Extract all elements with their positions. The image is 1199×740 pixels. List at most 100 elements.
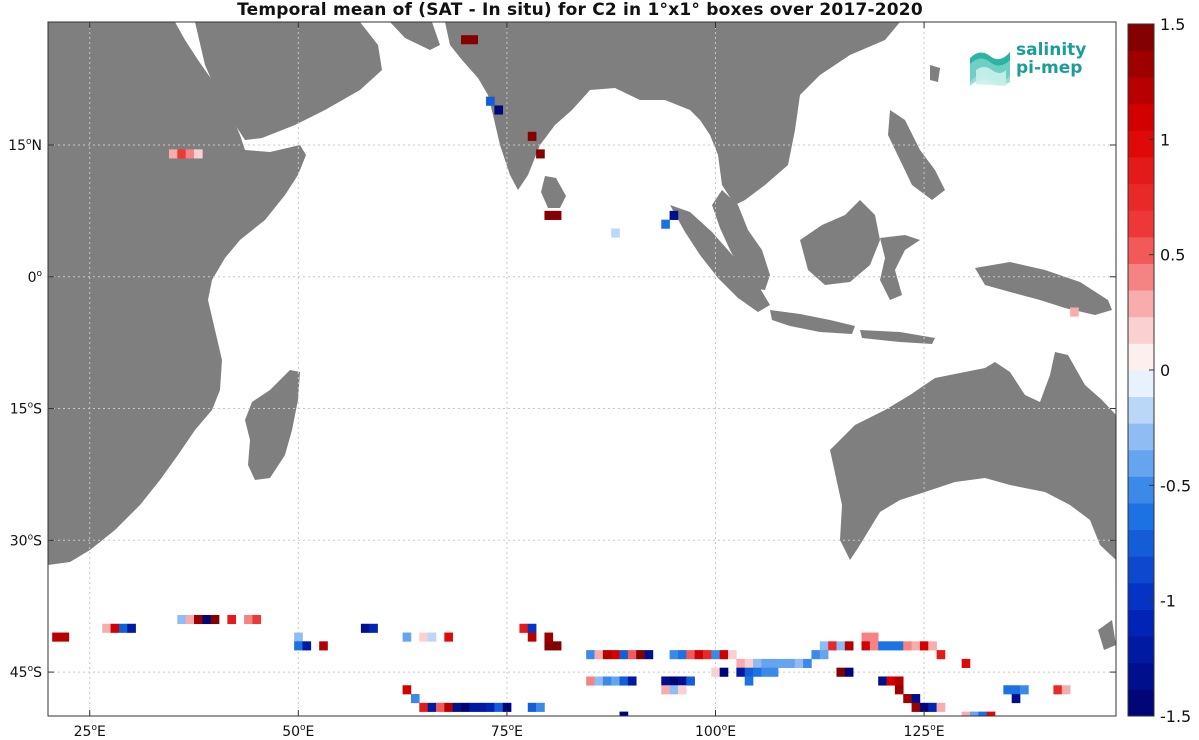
lon-tick-label: 50oE	[282, 723, 314, 740]
data-cell	[894, 676, 904, 686]
data-cell	[753, 658, 762, 668]
data-cell	[486, 96, 495, 106]
data-cell	[402, 685, 412, 695]
data-cell	[761, 658, 771, 668]
data-cell	[360, 623, 370, 633]
data-cell	[244, 614, 253, 625]
data-cell	[552, 210, 562, 220]
land-tasmania	[1098, 620, 1116, 650]
data-cell	[677, 685, 687, 695]
data-cell	[611, 228, 620, 238]
data-cell	[719, 650, 729, 660]
data-cell	[669, 650, 679, 660]
colorbar-segment	[1128, 50, 1154, 78]
colorbar-segment	[1128, 236, 1154, 264]
land-srilanka	[541, 176, 566, 208]
data-cell	[1011, 685, 1021, 695]
data-cell	[469, 702, 479, 712]
data-cell	[744, 676, 754, 686]
colorbar-segment	[1128, 689, 1154, 717]
data-cell	[661, 685, 670, 695]
data-cell	[527, 131, 537, 141]
data-cell	[60, 632, 70, 642]
data-cell	[444, 702, 453, 712]
land-taiwan	[930, 65, 940, 82]
data-cell	[536, 702, 545, 712]
colorbar-segment	[1128, 449, 1154, 477]
data-cell	[919, 702, 929, 712]
data-cell	[494, 105, 504, 115]
data-cell	[928, 641, 937, 651]
data-cell	[619, 711, 629, 716]
colorbar-label: -0.5	[1160, 476, 1191, 495]
data-cell	[602, 650, 612, 660]
data-cell	[819, 641, 829, 651]
colorbar-segment	[1128, 103, 1154, 131]
land-madagascar	[245, 370, 300, 480]
data-cell	[869, 641, 879, 651]
data-cell	[594, 650, 604, 660]
data-cell	[694, 650, 704, 660]
data-cell	[427, 702, 437, 712]
data-cell	[52, 632, 61, 642]
data-cell	[869, 632, 879, 642]
data-cell	[611, 676, 620, 686]
data-cell	[410, 694, 420, 704]
data-cell	[544, 632, 554, 642]
colorbar-label: 1	[1160, 130, 1170, 149]
data-cell	[194, 614, 203, 625]
colorbar-label: 1.5	[1160, 15, 1185, 34]
map-axes-frame	[47, 21, 1117, 717]
colorbar-label: 0	[1160, 361, 1170, 380]
data-cell	[168, 149, 178, 159]
data-cell	[536, 149, 545, 159]
data-cell	[669, 685, 679, 695]
data-cell	[461, 702, 470, 712]
data-cell	[619, 650, 629, 660]
data-cell	[886, 676, 896, 686]
data-cell	[177, 149, 186, 159]
data-cell	[1003, 685, 1013, 695]
colorbar-label: -1.5	[1160, 707, 1191, 726]
colorbar-segment	[1128, 396, 1154, 424]
land-asia	[445, 22, 900, 205]
colorbar-segment	[1128, 290, 1154, 318]
land-newguinea	[975, 262, 1112, 315]
data-cell	[319, 641, 328, 651]
data-cell	[677, 676, 687, 686]
data-cell	[252, 614, 262, 625]
data-cell	[102, 623, 111, 633]
data-cell	[402, 632, 412, 642]
data-cell	[861, 641, 871, 651]
colorbar-segment	[1128, 370, 1154, 398]
data-cell	[844, 667, 854, 677]
salinity-pimep-logo: salinity pi-mep	[966, 40, 1096, 90]
data-cells	[52, 35, 1079, 716]
data-cell	[494, 702, 504, 712]
data-cell	[1070, 307, 1079, 317]
data-cell	[836, 667, 846, 677]
data-cell	[961, 658, 971, 668]
logo-wave-icon	[970, 52, 1010, 86]
data-cell	[669, 676, 679, 686]
colorbar-segment	[1128, 556, 1154, 584]
data-cell	[677, 650, 687, 660]
land-iran	[390, 22, 440, 50]
data-cell	[419, 632, 428, 642]
colorbar-segment	[1128, 130, 1154, 158]
data-cell	[452, 702, 462, 712]
lon-tick-label: 75oE	[491, 723, 523, 740]
colorbar-label: -1	[1160, 592, 1176, 611]
data-cell	[686, 650, 695, 660]
data-cell	[177, 614, 186, 625]
data-cell	[461, 35, 470, 45]
data-cell	[502, 702, 512, 712]
data-cell	[878, 676, 887, 686]
data-cell	[644, 650, 654, 660]
data-cell	[886, 641, 896, 651]
data-cell	[936, 650, 946, 660]
data-cell	[636, 650, 645, 660]
data-cell	[586, 650, 595, 660]
data-cell	[527, 632, 537, 642]
axis-ticks: 25oE 50oE 75oE 100oE 125oE 15oN 0o 15oS 30oS 45oS	[8, 22, 1116, 740]
